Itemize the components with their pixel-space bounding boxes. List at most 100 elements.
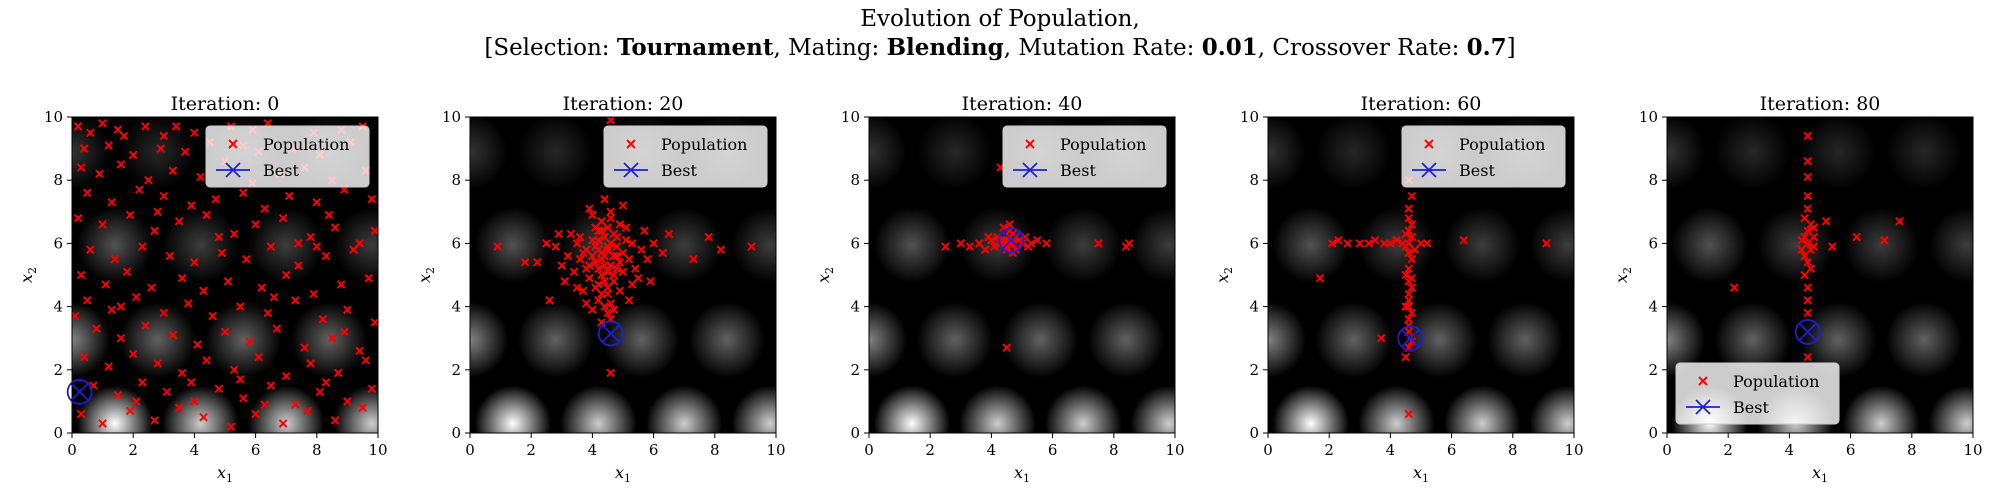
landscape-blob xyxy=(474,206,552,284)
population-point xyxy=(1370,235,1380,245)
population-point xyxy=(125,406,135,416)
landscape-blob xyxy=(1443,206,1521,284)
x-tick-label: 2 xyxy=(1723,441,1733,459)
population-point xyxy=(612,264,622,273)
population-point xyxy=(1404,314,1414,324)
population-point xyxy=(575,254,585,264)
population-point xyxy=(1803,156,1813,166)
y-tick-label: 0 xyxy=(451,424,461,442)
population-point xyxy=(624,254,634,264)
landscape-blob xyxy=(1044,206,1122,284)
population-point xyxy=(125,210,135,220)
population-point xyxy=(1407,273,1417,283)
y-tick-label: 8 xyxy=(451,171,461,189)
selection-label: Selection: xyxy=(493,35,610,61)
population-point xyxy=(588,210,597,220)
y-tick-label: 2 xyxy=(451,361,461,379)
population-point xyxy=(312,242,322,251)
population-point xyxy=(1042,239,1051,248)
population-point xyxy=(177,273,187,283)
plot-frame xyxy=(1267,116,1575,434)
x-tick-label: 10 xyxy=(766,441,785,459)
x-tick-label: 2 xyxy=(128,441,138,459)
population-point xyxy=(226,422,236,431)
x-tick-label: 4 xyxy=(987,441,997,459)
population-point xyxy=(1809,223,1819,232)
population-points xyxy=(493,117,756,378)
y-tick-label: 2 xyxy=(53,361,63,379)
population-point xyxy=(603,308,613,318)
population-point xyxy=(214,232,224,242)
population-point xyxy=(1032,235,1042,245)
population-point xyxy=(300,343,309,352)
landscape-blob xyxy=(1268,301,1307,379)
landscape-blob xyxy=(1272,206,1350,284)
population-point xyxy=(196,172,205,182)
population-point xyxy=(193,340,202,349)
y-axis-label: x2 xyxy=(1612,267,1634,283)
y-tick-label: 10 xyxy=(44,108,63,126)
population-point xyxy=(649,239,658,248)
population-point xyxy=(355,346,364,356)
population-point xyxy=(606,117,616,125)
population-point xyxy=(318,314,328,324)
landscape-blob xyxy=(1044,385,1122,433)
y-tick-label: 10 xyxy=(442,108,461,126)
x-tick-label: 0 xyxy=(465,441,475,459)
population-point xyxy=(618,201,628,210)
population-points xyxy=(1315,175,1551,419)
y-tick-label: 4 xyxy=(1249,298,1259,316)
population-point xyxy=(597,270,606,280)
population-point xyxy=(340,327,349,337)
legend: Population Best xyxy=(603,125,768,188)
x-tick-label: 4 xyxy=(588,441,598,459)
population-point xyxy=(597,226,606,236)
population-point xyxy=(1803,308,1813,318)
population-point xyxy=(1404,213,1414,223)
population-point xyxy=(284,191,294,201)
x-tick-label: 4 xyxy=(1785,441,1795,459)
population-point xyxy=(557,261,567,270)
population-point xyxy=(79,144,89,153)
y-axis-label: x2 xyxy=(415,267,437,283)
population-point xyxy=(254,352,263,362)
population-point xyxy=(1803,239,1813,248)
legend-best-marker xyxy=(623,162,639,178)
landscape-blob xyxy=(76,206,154,284)
population-point xyxy=(263,308,273,318)
population-point xyxy=(86,245,95,255)
population-point xyxy=(291,400,300,409)
x-tick-label: 6 xyxy=(251,441,261,459)
x-tick-label: 0 xyxy=(1263,441,1273,459)
population-point xyxy=(141,122,150,131)
y-tick-label: 0 xyxy=(53,424,63,442)
population-point xyxy=(278,419,288,428)
y-tick-label: 8 xyxy=(1648,171,1658,189)
population-point xyxy=(223,277,233,286)
population-point xyxy=(355,239,364,248)
legend-population-label: Population xyxy=(661,135,747,154)
population-point xyxy=(177,368,187,378)
legend: Population Best xyxy=(1401,125,1566,188)
population-point xyxy=(82,188,92,198)
population-point xyxy=(101,280,110,289)
population-point xyxy=(1803,283,1813,292)
population-point xyxy=(704,232,713,242)
landscape-blob xyxy=(1315,117,1392,190)
population-point xyxy=(1404,264,1414,273)
population-point xyxy=(294,261,303,270)
figure-subtitle: [Selection: Tournament, Mating: Blending… xyxy=(484,34,1516,61)
population-point xyxy=(1803,352,1813,362)
population-point xyxy=(214,384,224,394)
panel-title: Iteration: 60 xyxy=(1361,93,1482,115)
population-point xyxy=(956,239,966,248)
crossover-value: 0.7 xyxy=(1466,34,1507,61)
chart-panel-0: 0 2 4 6 8 10 0 2 4 6 8 10 Iteration: 0 x1 x2 Population… xyxy=(17,93,388,485)
population-point xyxy=(107,305,117,315)
population-point xyxy=(128,150,138,160)
population-point xyxy=(364,273,374,283)
population-point xyxy=(1407,283,1417,292)
population-point xyxy=(294,239,303,248)
population-point xyxy=(116,302,126,311)
population-point xyxy=(1803,131,1813,141)
